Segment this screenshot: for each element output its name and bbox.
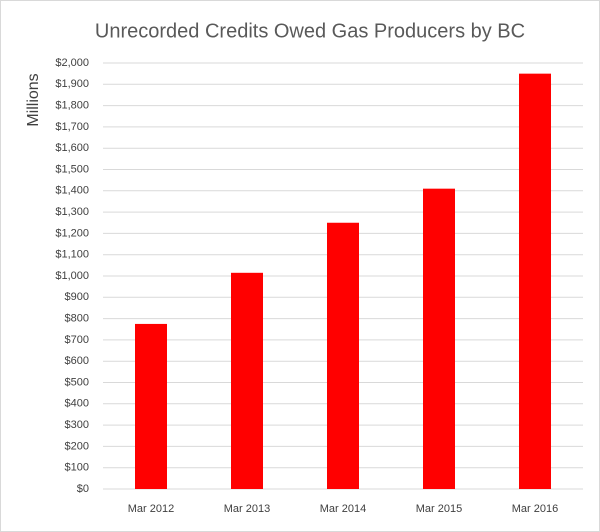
y-tick-label: $800 bbox=[65, 313, 89, 325]
bar bbox=[423, 188, 455, 490]
x-tick-label: Mar 2013 bbox=[224, 503, 270, 515]
y-tick-label: $200 bbox=[65, 440, 89, 452]
bar bbox=[519, 73, 551, 490]
y-tick-label: $1,300 bbox=[55, 206, 89, 218]
y-tick-label: $500 bbox=[65, 376, 89, 388]
y-tick-label: $1,600 bbox=[55, 142, 89, 154]
y-tick-label: $1,400 bbox=[55, 185, 89, 197]
x-tick-label: Mar 2012 bbox=[128, 503, 174, 515]
x-tick-label: Mar 2015 bbox=[416, 503, 462, 515]
y-tick-label: $300 bbox=[65, 419, 89, 431]
y-tick-label: $700 bbox=[65, 334, 89, 346]
y-tick-label: $1,000 bbox=[55, 270, 89, 282]
y-tick-label: $100 bbox=[65, 462, 89, 474]
bar bbox=[327, 222, 359, 489]
y-tick-label: $400 bbox=[65, 398, 89, 410]
y-tick-label: $1,800 bbox=[55, 100, 89, 112]
y-tick-label: $600 bbox=[65, 355, 89, 367]
bar bbox=[135, 323, 167, 489]
bar bbox=[231, 272, 263, 489]
chart-title: Unrecorded Credits Owed Gas Producers by… bbox=[95, 20, 525, 42]
y-tick-label: $1,200 bbox=[55, 227, 89, 239]
y-tick-label: $1,100 bbox=[55, 249, 89, 261]
y-tick-label: $1,700 bbox=[55, 121, 89, 133]
y-tick-label: $900 bbox=[65, 291, 89, 303]
y-tick-label: $1,500 bbox=[55, 163, 89, 175]
x-tick-label: Mar 2014 bbox=[320, 503, 366, 515]
y-tick-label: $2,000 bbox=[55, 57, 89, 69]
y-tick-label: $0 bbox=[77, 483, 89, 495]
y-axis-label: Millions bbox=[25, 73, 42, 126]
y-tick-label: $1,900 bbox=[55, 78, 89, 90]
x-tick-label: Mar 2016 bbox=[512, 503, 558, 515]
